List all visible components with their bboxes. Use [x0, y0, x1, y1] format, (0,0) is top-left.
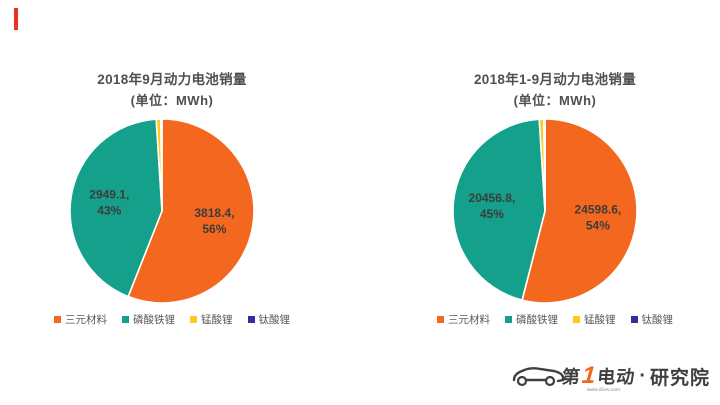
legend-label: 钛酸锂 — [641, 314, 674, 326]
legend-swatch — [573, 316, 580, 323]
logo-text: 第 1 电动 www.d1ev.com — [560, 362, 637, 393]
legend-label: 三元材料 — [65, 314, 107, 326]
legend-item: 锰酸锂 — [573, 312, 616, 327]
red-accent-bar — [14, 8, 18, 30]
legend-label: 锰酸锂 — [584, 314, 616, 326]
slice-label: 2949.1, 43% — [89, 188, 129, 218]
legend-item: 磷酸铁锂 — [505, 312, 558, 327]
chart-panel-jan-sep: 2018年1-9月动力电池销量 (单位：MWh) 24598.6, 54% 2045… — [360, 72, 720, 327]
logo-char-di: 第 — [560, 367, 582, 387]
legend-swatch — [54, 316, 61, 323]
slice-label: 20456.8, 45% — [469, 191, 516, 221]
legend-swatch — [247, 316, 255, 323]
car-icon — [512, 367, 565, 387]
legend-item: 钛酸锂 — [247, 312, 291, 327]
charts-row: 2018年9月动力电池销量 (单位：MWh) 3818.4, 56% 2949.1,… — [0, 72, 720, 327]
legend-label: 钛酸锂 — [258, 314, 291, 326]
legend-swatch — [437, 316, 444, 323]
legend-item: 锰酸锂 — [190, 312, 233, 327]
legend-item: 磷酸铁锂 — [122, 312, 175, 327]
chart-panel-september: 2018年9月动力电池销量 (单位：MWh) 3818.4, 56% 2949.1,… — [0, 72, 360, 327]
logo-org-name: 研究院 — [649, 367, 710, 389]
pie-slice — [543, 118, 546, 212]
pie-slice — [160, 118, 163, 212]
pie-slice — [127, 118, 255, 304]
legend-item: 三元材料 — [54, 312, 107, 327]
logo-separator-dot: · — [639, 364, 646, 387]
legend-label: 磷酸铁锂 — [133, 314, 175, 326]
legend-item: 三元材料 — [437, 312, 490, 327]
logo-chars-diandong: 电动 — [596, 367, 637, 387]
legend-swatch — [630, 316, 638, 323]
legend-item: 钛酸锂 — [630, 312, 674, 327]
legend-label: 三元材料 — [448, 314, 490, 326]
legend-swatch — [190, 316, 197, 323]
legend-swatch — [505, 316, 512, 323]
chart-subtitle: (单位：MWh) — [130, 93, 214, 108]
brand-logo: 第 1 电动 www.d1ev.com · 研究院 — [510, 358, 710, 394]
pie-slice — [521, 118, 638, 304]
slice-label: 24598.6, 54% — [575, 203, 622, 233]
chart-title: 2018年9月动力电池销量 — [97, 72, 247, 87]
pie-chart-september: 3818.4, 56% 2949.1, 43% — [69, 118, 255, 304]
chart-title: 2018年1-9月动力电池销量 — [473, 72, 637, 87]
pie-wrap: 3818.4, 56% 2949.1, 43% — [0, 116, 334, 306]
slice-label: 3818.4, 56% — [194, 206, 234, 236]
chart-legend: 三元材料 磷酸铁锂 锰酸锂 钛酸锂 — [0, 312, 344, 327]
legend-label: 磷酸铁锂 — [516, 314, 558, 326]
chart-legend: 三元材料 磷酸铁锂 锰酸锂 钛酸锂 — [390, 312, 720, 327]
chart-subtitle: (单位：MWh) — [513, 93, 597, 108]
pie-chart-jan-sep: 24598.6, 54% 20456.8, 45% — [452, 118, 638, 304]
pie-slice — [452, 118, 546, 301]
pie-slice — [69, 118, 163, 298]
legend-swatch — [122, 316, 129, 323]
logo-url: www.d1ev.com — [586, 387, 621, 393]
pie-wrap: 24598.6, 54% 20456.8, 45% — [380, 116, 710, 306]
logo-digit-one: 1 — [580, 362, 598, 389]
legend-label: 锰酸锂 — [201, 314, 233, 326]
